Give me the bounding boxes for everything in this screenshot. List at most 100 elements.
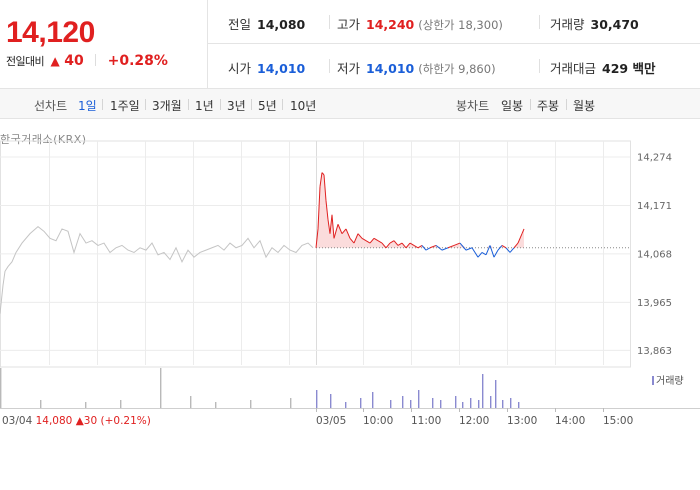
x-tick-label: 14:00	[555, 415, 585, 427]
period-1y-button[interactable]: 1년	[195, 99, 214, 113]
today-series-segment	[409, 242, 415, 246]
today-series-segment	[405, 242, 411, 249]
today-series-segment	[413, 244, 419, 249]
today-series-segment	[435, 245, 443, 251]
volume-bar	[462, 402, 464, 408]
today-series-segment	[489, 245, 495, 258]
period-10y-button[interactable]: 10년	[290, 99, 317, 113]
price-fills	[316, 172, 524, 248]
change-divider	[95, 54, 97, 66]
today-series-segment	[425, 247, 431, 251]
volume-bar	[160, 368, 162, 408]
price-lines	[0, 172, 630, 314]
toolbar-divider	[102, 99, 103, 110]
today-series-segment	[497, 245, 503, 251]
today-series-segment	[353, 233, 359, 244]
volume-legend-label: 거래량	[656, 376, 684, 387]
period-1d-button[interactable]: 1일	[78, 99, 97, 113]
volume-bar	[316, 390, 318, 408]
today-series-segment	[393, 240, 399, 246]
today-series-segment	[459, 242, 467, 251]
stat-limit: (하한가 9,860)	[418, 62, 496, 76]
today-series-segment	[505, 247, 511, 253]
today-series-segment	[365, 240, 371, 244]
stat-open: 시가 14,010	[228, 58, 305, 77]
volume-bar	[85, 402, 87, 408]
stat-divider	[329, 15, 330, 29]
today-series-segment	[377, 240, 383, 244]
today-series-segment	[485, 245, 491, 256]
quote-stats: 전일 14,080 고가 14,240 (상한가 18,300) 거래량 30,470 …	[208, 0, 700, 89]
volume-bar	[502, 400, 504, 408]
candle-weekly-button[interactable]: 주봉	[537, 99, 560, 113]
chart-grid	[0, 140, 631, 368]
volume-bar	[120, 400, 122, 408]
today-series-segment	[501, 244, 507, 249]
toolbar-divider	[188, 99, 189, 110]
toolbar-divider	[282, 99, 283, 110]
volume-bar	[345, 402, 347, 408]
today-series-segment	[357, 233, 363, 239]
stat-divider	[539, 59, 540, 73]
change-label: 전일대비	[6, 55, 45, 68]
toolbar-divider	[566, 99, 567, 110]
data-source-label: 한국거래소(KRX)	[0, 133, 87, 146]
today-series-segment	[401, 242, 407, 249]
today-series-segment	[323, 174, 327, 201]
volume-bar	[418, 390, 420, 408]
prev-day-series-line	[0, 225, 314, 314]
period-3y-button[interactable]: 3년	[227, 99, 246, 113]
today-series-segment	[509, 247, 515, 253]
stat-value: 14,010	[257, 61, 306, 76]
today-series-segment	[317, 186, 321, 229]
today-series-segment	[381, 242, 387, 249]
candle-monthly-button[interactable]: 월봉	[573, 99, 596, 113]
today-series-segment	[385, 242, 391, 249]
quote-header: 14,120 전일대비 ▲ 40 +0.28% 전일 14,080 고가 14,24…	[0, 0, 700, 89]
stat-limit: (상한가 18,300)	[418, 18, 503, 32]
today-series-segment	[521, 228, 525, 234]
today-series-segment	[441, 247, 449, 251]
x-tick-label: 10:00	[363, 415, 393, 427]
change-value: 40	[64, 53, 84, 69]
y-tick-label: 14,171	[637, 201, 672, 212]
period-3m-button[interactable]: 3개월	[152, 99, 182, 113]
change-rate: +0.28%	[107, 53, 168, 69]
stat-value: 14,240	[366, 17, 415, 32]
volume-legend: 거래량	[652, 372, 684, 387]
volume-bar	[190, 396, 192, 408]
volume-bar	[510, 398, 512, 408]
stat-volume: 거래량 30,470	[550, 14, 639, 33]
period-1w-button[interactable]: 1주일	[110, 99, 140, 113]
volume-bar	[410, 400, 412, 408]
today-series-segment	[493, 249, 499, 258]
current-price-box: 14,120 전일대비 ▲ 40 +0.28%	[0, 0, 208, 89]
prev-day-rate: (+0.21%)	[100, 415, 151, 427]
candle-chart-label: 봉차트	[456, 99, 490, 113]
volume-bar	[518, 402, 520, 408]
today-series-segment	[321, 172, 325, 176]
stat-label: 거래량	[550, 17, 585, 32]
today-series-segment	[345, 228, 351, 239]
volume-bar	[432, 398, 434, 408]
y-tick-label: 13,863	[637, 346, 672, 357]
stat-label: 고가	[337, 17, 361, 32]
x-tick-label: 13:00	[507, 415, 537, 427]
today-series-segment	[331, 214, 335, 239]
y-tick-label: 14,274	[637, 153, 672, 164]
volume-bar	[215, 402, 217, 408]
prev-day-price: 14,080	[35, 415, 73, 427]
y-tick-label: 13,965	[637, 298, 672, 309]
toolbar-divider	[145, 99, 146, 110]
price-change: 전일대비 ▲ 40 +0.28%	[6, 53, 168, 69]
today-series-segment	[417, 244, 423, 249]
period-5y-button[interactable]: 5년	[258, 99, 277, 113]
volume-bar	[330, 394, 332, 408]
volume-swatch	[652, 376, 654, 385]
today-series-segment	[447, 244, 455, 249]
candle-daily-button[interactable]: 일봉	[501, 99, 524, 113]
today-series-segment	[341, 228, 347, 234]
today-series-segment	[477, 252, 483, 258]
volume-bar	[440, 400, 442, 408]
prev-day-change: 30	[83, 415, 98, 427]
